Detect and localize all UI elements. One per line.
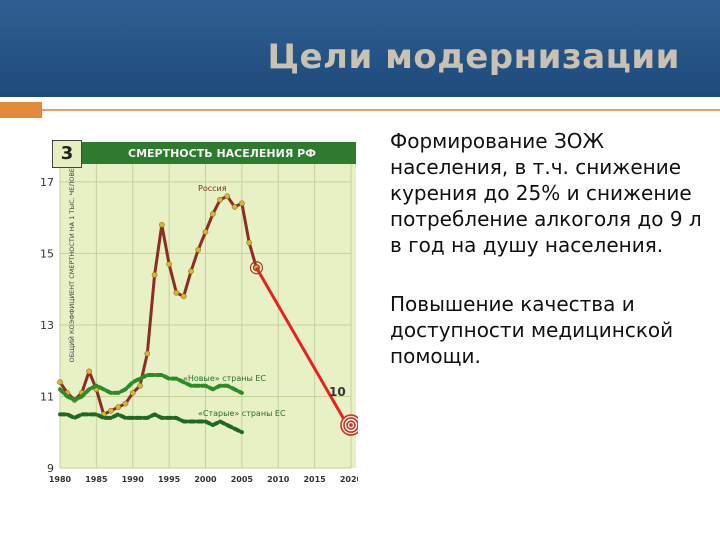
new-eu-line: [58, 373, 244, 402]
russia-line: [58, 194, 258, 416]
goal-healthy-lifestyle: Формирование ЗОЖ населения, в т.ч. сниже…: [390, 129, 702, 257]
y-tick-label: 9: [47, 462, 54, 475]
start-ring: [249, 261, 264, 275]
mortality-chart: СМЕРТНОСТЬ НАСЕЛЕНИЯ РФ ОБЩИЙ КОЭФФИЦИЕН…: [33, 138, 363, 488]
title-bar: Цели модернизации: [0, 0, 720, 97]
x-tick-label: 1995: [158, 475, 181, 484]
russia-point: [224, 193, 231, 200]
russia-point: [202, 229, 209, 235]
x-tick-label: 2000: [194, 475, 217, 484]
series-group: [57, 193, 260, 435]
x-tick-label: 1985: [85, 475, 108, 484]
accent-line: [42, 109, 720, 111]
target-value-label: 10: [329, 385, 346, 399]
text-panel: Формирование ЗОЖ населения, в т.ч. сниже…: [390, 128, 710, 369]
russia-point: [188, 268, 194, 275]
goal-medical-care: Повышение качества и доступности медицин…: [390, 292, 674, 368]
x-tick-label: 2010: [267, 475, 290, 484]
russia-point: [57, 379, 63, 386]
old-eu-line: [58, 412, 244, 435]
russia-point: [231, 204, 238, 210]
russia-point: [166, 261, 172, 267]
accent-square: [0, 102, 42, 118]
start-ring: [252, 264, 261, 272]
slide-number: 3: [52, 140, 82, 168]
x-tick-label: 2015: [303, 475, 326, 484]
russia-point: [217, 196, 223, 203]
russia-point: [122, 400, 129, 407]
russia-point: [151, 272, 158, 278]
russia-series-label: Россия: [198, 184, 227, 193]
slide-title: Цели модернизации: [267, 37, 680, 77]
russia-point: [180, 293, 187, 300]
target-arrow-line: [255, 266, 347, 422]
y-tick-label: 11: [40, 390, 54, 403]
russia-point: [137, 382, 143, 389]
chart-svg: СМЕРТНОСТЬ НАСЕЛЕНИЯ РФ ОБЩИЙ КОЭФФИЦИЕН…: [33, 138, 363, 488]
russia-point: [115, 404, 122, 411]
y-tick-label: 15: [40, 247, 54, 260]
ylabel-group: ОБЩИЙ КОЭФФИЦИЕНТ СМЕРТНОСТИ НА 1 ТЫС. Ч…: [67, 163, 76, 362]
y-tick-label: 17: [40, 176, 54, 189]
y-axis-label: ОБЩИЙ КОЭФФИЦИЕНТ СМЕРТНОСТИ НА 1 ТЫС. Ч…: [67, 163, 76, 362]
new-eu-series-label: «Новые» страны ЕС: [183, 374, 266, 383]
russia-point: [159, 221, 165, 228]
x-tick-label: 1980: [49, 475, 72, 484]
russia-point: [108, 407, 114, 414]
russia-point: [173, 289, 180, 296]
chart-title-band: [60, 142, 356, 164]
target-group: [249, 261, 362, 436]
y-tick-label: 13: [40, 319, 54, 332]
russia-point: [86, 368, 92, 375]
x-ticks: 1980 1985 1990 1995 2000 2005 2010 2015 2020: [49, 475, 363, 484]
russia-point: [129, 390, 136, 396]
russia-point: [209, 211, 216, 217]
old-eu-series-label: «Старые» страны ЕС: [198, 409, 286, 418]
x-tick-label: 1990: [122, 475, 145, 484]
target-center: [349, 423, 353, 427]
russia-point: [239, 200, 245, 207]
russia-point: [195, 246, 202, 253]
x-tick-label: 2020: [340, 475, 358, 484]
x-tick-label: 2005: [231, 475, 254, 484]
chart-title: СМЕРТНОСТЬ НАСЕЛЕНИЯ РФ: [128, 147, 316, 160]
russia-point: [144, 350, 151, 357]
russia-point: [246, 239, 252, 246]
y-ticks: 9 11 13 15 17: [40, 176, 54, 475]
